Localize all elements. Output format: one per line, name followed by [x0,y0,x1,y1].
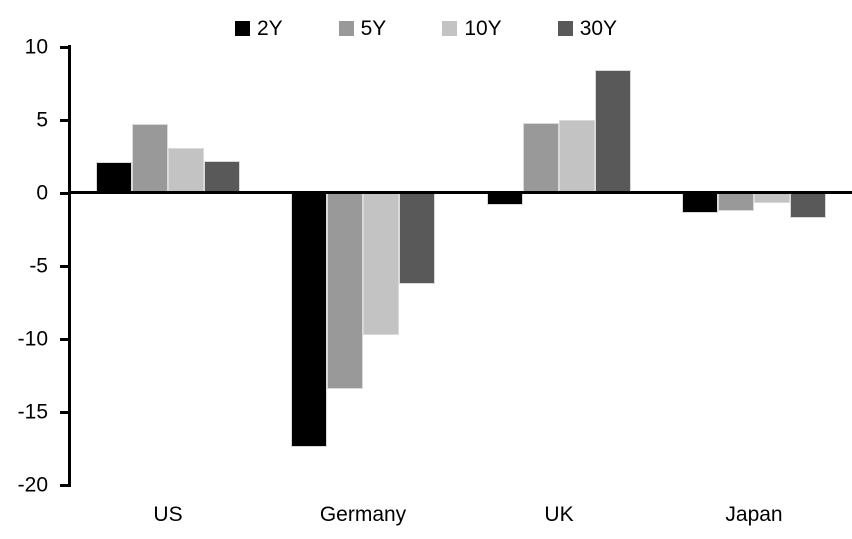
y-axis-tick [60,265,69,268]
bar-US-10Y [168,148,204,193]
x-category-label: Japan [725,503,783,526]
chart-legend: 2Y 5Y 10Y 30Y [0,18,852,39]
legend-item-2Y: 2Y [234,17,283,40]
bar-Japan-10Y [754,193,790,203]
y-axis-tick [60,46,69,49]
y-tick-label: 5 [36,108,48,132]
legend-item-30Y: 30Y [557,17,618,40]
bar-UK-2Y [487,193,523,205]
y-axis-tick [60,411,69,414]
bar-US-30Y [204,161,240,193]
y-axis-tick [60,484,69,487]
y-tick-label: 0 [36,181,48,205]
legend-item-10Y: 10Y [442,17,502,40]
bar-US-5Y [132,124,168,193]
legend-swatch-30Y [557,21,573,36]
bar-UK-30Y [595,70,631,193]
legend-label: 30Y [579,17,618,40]
y-tick-label: -20 [17,473,48,497]
y-axis-tick [60,119,69,122]
x-category-label: UK [544,503,574,526]
legend-label: 5Y [360,17,387,40]
y-tick-label: 10 [24,35,48,59]
bar-UK-10Y [559,120,595,193]
y-axis-tick [60,192,69,195]
x-category-label: US [153,503,183,526]
legend-swatch-5Y [338,21,354,36]
bar-Japan-5Y [718,193,754,211]
legend-label: 10Y [464,17,502,40]
bar-Japan-30Y [790,193,826,218]
legend-swatch-10Y [442,21,458,36]
y-axis-tick [60,338,69,341]
legend-swatch-2Y [234,21,250,36]
bar-UK-5Y [523,123,559,193]
bar-Japan-2Y [682,193,718,213]
bar-Germany-2Y [291,193,327,447]
legend-item-5Y: 5Y [338,17,387,40]
bar-US-2Y [96,162,132,193]
bar-Germany-5Y [327,193,363,389]
y-tick-label: -5 [29,254,48,278]
y-tick-label: -15 [17,400,48,424]
bar-Germany-30Y [399,193,435,284]
legend-label: 2Y [256,17,283,40]
zero-baseline [68,191,852,194]
y-tick-label: -10 [17,327,48,351]
bar-Germany-10Y [363,193,399,335]
y-axis-line [68,45,71,487]
x-category-label: Germany [319,503,407,526]
